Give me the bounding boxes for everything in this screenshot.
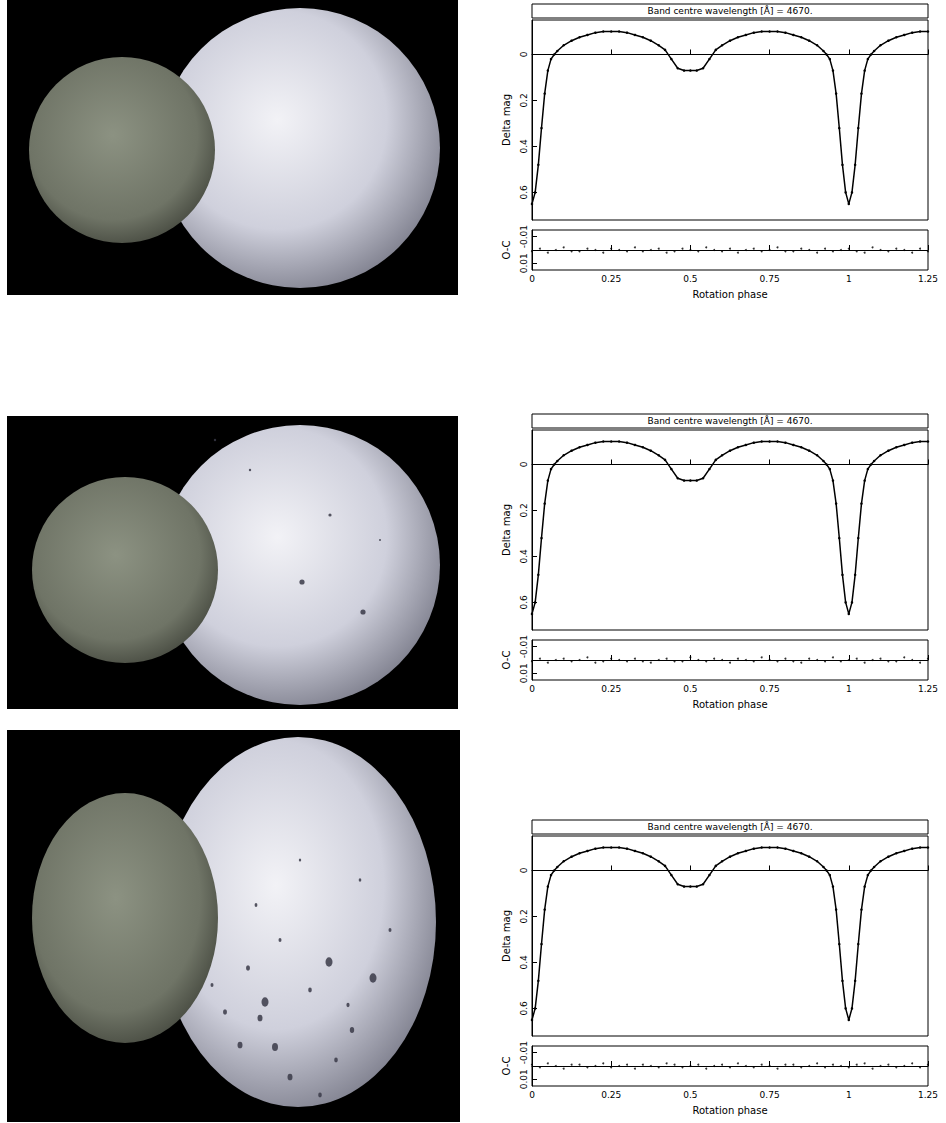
svg-text:0.5: 0.5 bbox=[683, 274, 697, 284]
svg-text:1: 1 bbox=[846, 274, 852, 284]
svg-text:0.6: 0.6 bbox=[519, 1001, 529, 1016]
svg-text:O-C: O-C bbox=[501, 241, 512, 260]
svg-text:Delta mag: Delta mag bbox=[501, 910, 512, 962]
svg-text:1.25: 1.25 bbox=[918, 1090, 938, 1100]
svg-text:0.5: 0.5 bbox=[683, 1090, 697, 1100]
svg-text:1.25: 1.25 bbox=[918, 684, 938, 694]
svg-text:Rotation phase: Rotation phase bbox=[692, 1105, 767, 1116]
svg-text:O-C: O-C bbox=[501, 651, 512, 670]
svg-text:-0.01: -0.01 bbox=[519, 225, 529, 248]
svg-text:0.2: 0.2 bbox=[519, 503, 529, 517]
svg-text:0.01: 0.01 bbox=[519, 1069, 529, 1089]
svg-text:0: 0 bbox=[529, 274, 535, 284]
svg-text:Band centre wavelength [Å] = 4: Band centre wavelength [Å] = 4670. bbox=[647, 5, 812, 16]
svg-text:0.01: 0.01 bbox=[519, 663, 529, 683]
svg-text:0.25: 0.25 bbox=[601, 684, 621, 694]
svg-text:-0.01: -0.01 bbox=[519, 635, 529, 658]
svg-text:0.4: 0.4 bbox=[519, 549, 529, 564]
svg-text:1.25: 1.25 bbox=[918, 274, 938, 284]
svg-text:1: 1 bbox=[846, 684, 852, 694]
svg-text:0: 0 bbox=[519, 461, 529, 467]
svg-text:0.25: 0.25 bbox=[601, 1090, 621, 1100]
svg-text:O-C: O-C bbox=[501, 1057, 512, 1076]
svg-text:0: 0 bbox=[529, 684, 535, 694]
svg-text:Rotation phase: Rotation phase bbox=[692, 289, 767, 300]
svg-text:Delta mag: Delta mag bbox=[501, 504, 512, 556]
svg-text:0.01: 0.01 bbox=[519, 253, 529, 273]
svg-text:0.75: 0.75 bbox=[760, 1090, 780, 1100]
svg-text:0.2: 0.2 bbox=[519, 909, 529, 923]
svg-text:0.4: 0.4 bbox=[519, 139, 529, 154]
svg-text:0.25: 0.25 bbox=[601, 274, 621, 284]
svg-text:0: 0 bbox=[529, 1090, 535, 1100]
svg-text:0.2: 0.2 bbox=[519, 93, 529, 107]
svg-text:Rotation phase: Rotation phase bbox=[692, 699, 767, 710]
svg-text:0.4: 0.4 bbox=[519, 955, 529, 970]
svg-text:Delta mag: Delta mag bbox=[501, 94, 512, 146]
svg-text:0.75: 0.75 bbox=[760, 684, 780, 694]
svg-text:Band centre wavelength [Å] = 4: Band centre wavelength [Å] = 4670. bbox=[647, 415, 812, 426]
svg-text:1: 1 bbox=[846, 1090, 852, 1100]
svg-text:-0.01: -0.01 bbox=[519, 1041, 529, 1064]
svg-text:0: 0 bbox=[519, 51, 529, 57]
svg-text:0.6: 0.6 bbox=[519, 185, 529, 200]
svg-text:0.5: 0.5 bbox=[683, 684, 697, 694]
svg-text:0: 0 bbox=[519, 867, 529, 873]
svg-text:0.75: 0.75 bbox=[760, 274, 780, 284]
svg-text:0.6: 0.6 bbox=[519, 595, 529, 610]
svg-text:Band centre wavelength [Å] = 4: Band centre wavelength [Å] = 4670. bbox=[647, 821, 812, 832]
